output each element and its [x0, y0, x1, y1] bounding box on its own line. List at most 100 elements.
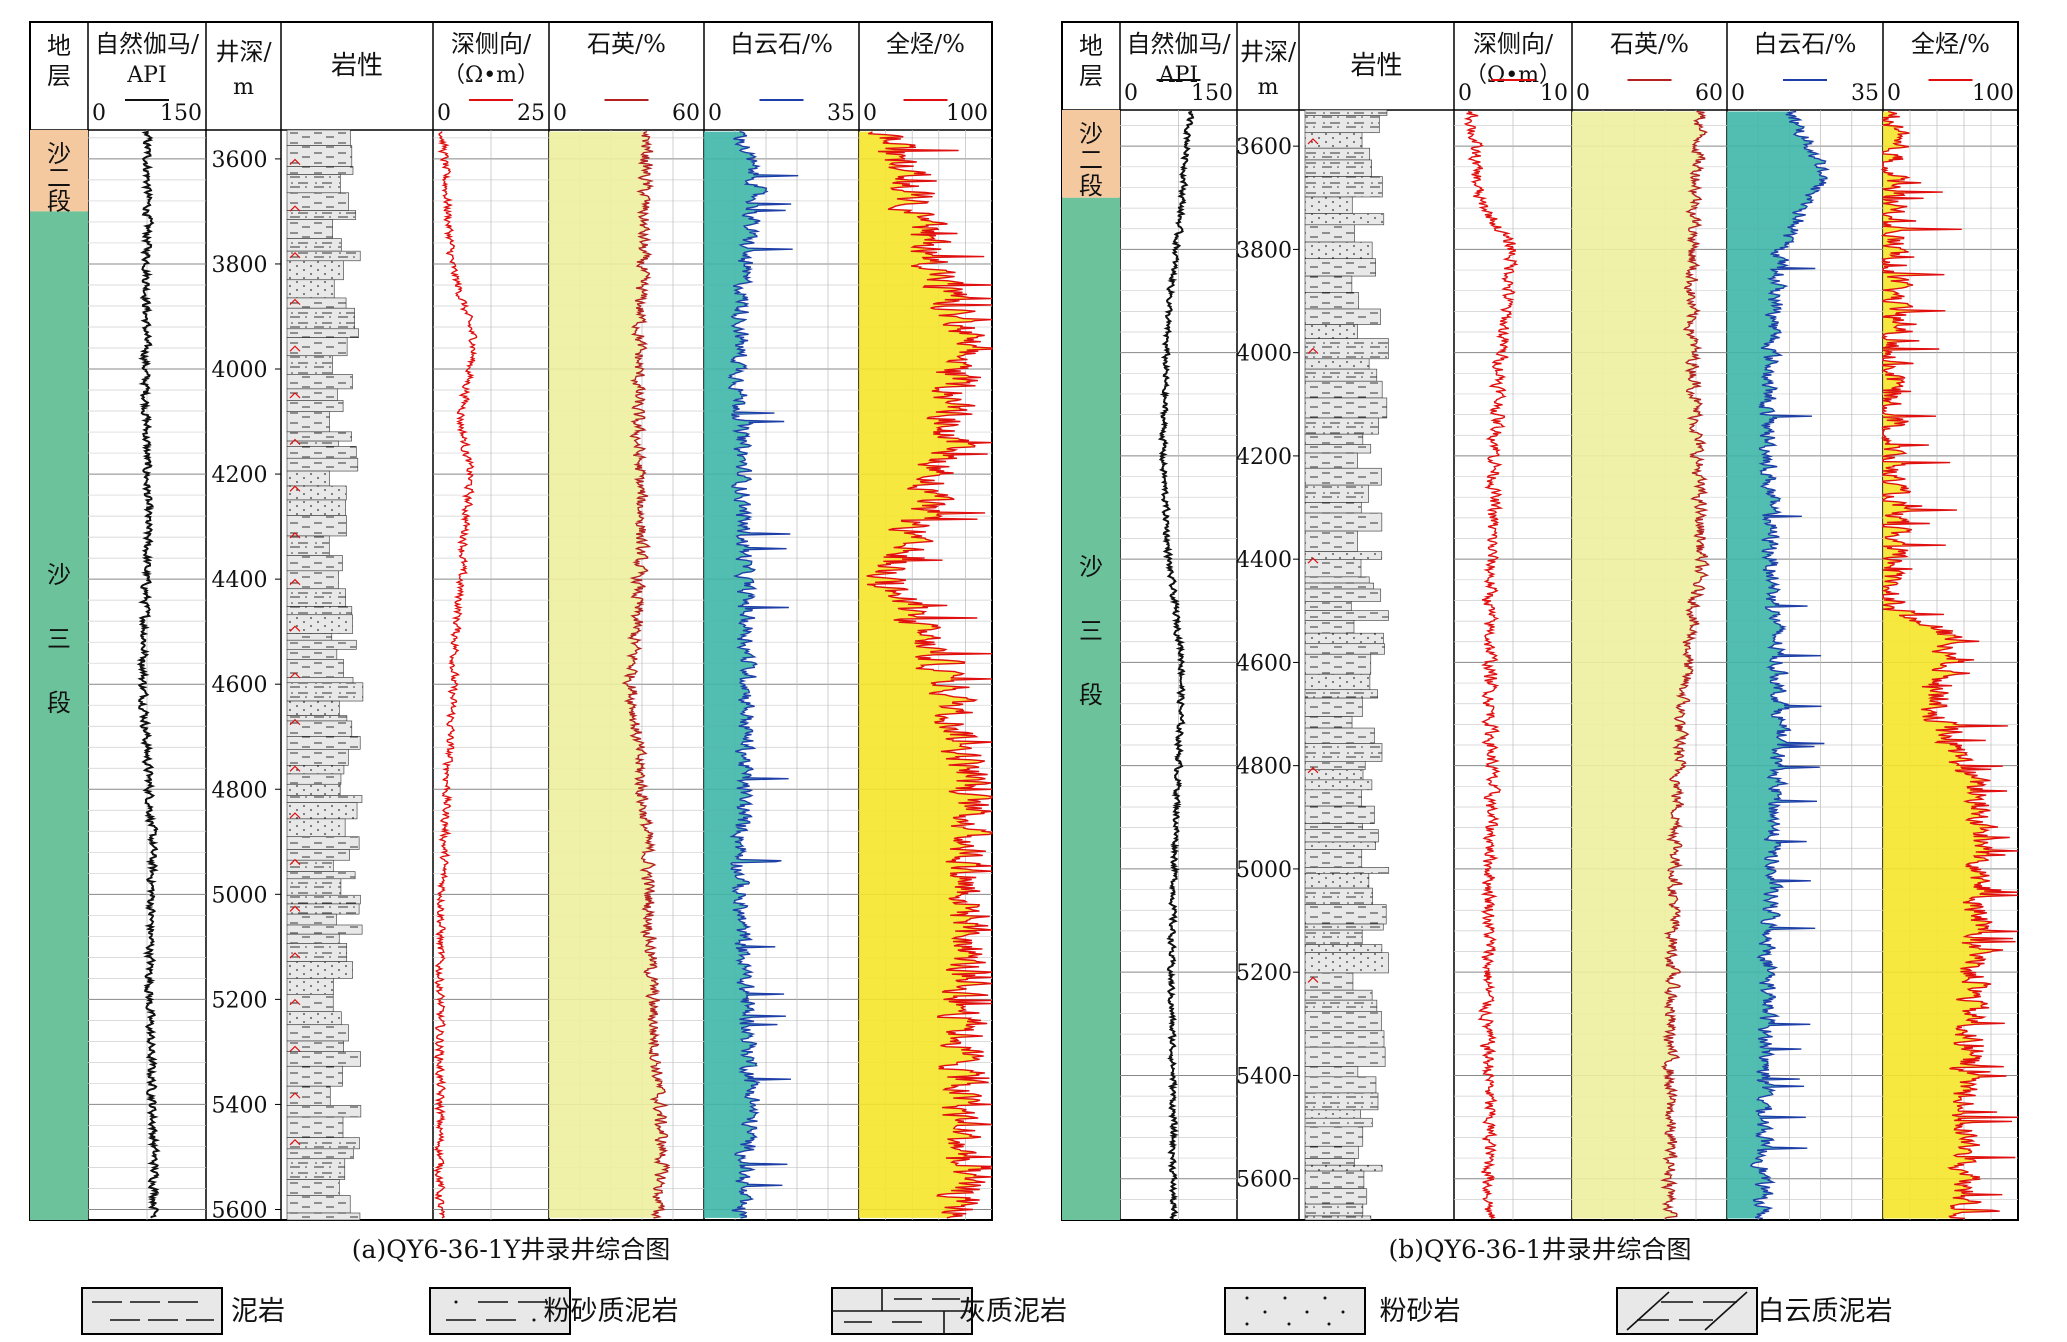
- strata-label-1-1: 三: [1079, 617, 1103, 645]
- lith-bed: [1304, 147, 1371, 161]
- lith-bed: [1304, 1109, 1361, 1119]
- lith-bed: [1304, 805, 1375, 824]
- track-subheader-rt: （Ω•m）: [443, 63, 539, 88]
- legend-swatch-silty-mudstone: [429, 1287, 571, 1335]
- track-header-tg: 全烃/%: [886, 30, 965, 58]
- track-min-gr: 0: [1124, 81, 1138, 106]
- track-rt: 深侧向/ （Ω•m） 0 25: [433, 30, 545, 1219]
- legend-swatch-siltstone: [1224, 1287, 1366, 1335]
- lith-bed: [1304, 769, 1364, 781]
- lith-bed: [1304, 1011, 1382, 1032]
- lith-bed: [286, 260, 344, 281]
- track-quartz: 石英/% 0 60: [1572, 30, 1723, 1220]
- curve-gr: [1157, 110, 1195, 1220]
- depth-tick-4800: 4800: [212, 778, 268, 803]
- lith-bed: [1304, 923, 1384, 931]
- depth-tick-4400: 4400: [1236, 548, 1292, 573]
- depth-tick-3600: 3600: [212, 148, 268, 173]
- lith-bed: [1304, 132, 1363, 149]
- lith-bed: [1304, 989, 1373, 1001]
- depth-tick-4600: 4600: [212, 673, 268, 698]
- track-max-dolomite: 35: [827, 101, 855, 126]
- panel-caption: (b)QY6-36-1井录井综合图: [1388, 1235, 1691, 1264]
- lith-bed: [1304, 823, 1363, 831]
- lith-bed: [1304, 1126, 1364, 1147]
- lithology-header: 岩性: [331, 51, 383, 81]
- lith-bed: [1304, 1066, 1359, 1078]
- strata-header-2: 层: [47, 62, 71, 90]
- depth-tick-5400: 5400: [1236, 1064, 1292, 1089]
- track-max-dolomite: 35: [1851, 81, 1879, 106]
- curve-fill-quartz: [549, 131, 669, 1218]
- lith-bed: [1304, 380, 1383, 399]
- lith-bed: [1304, 452, 1358, 469]
- lith-bed: [286, 411, 330, 433]
- strata-label-0-2: 段: [1079, 172, 1103, 200]
- lith-bed: [1304, 944, 1383, 953]
- lith-bed: [1304, 159, 1372, 177]
- strata-band-1: [30, 211, 88, 1220]
- track-gr: 自然伽马/API 0 150: [92, 30, 202, 1219]
- depth-tick-5200: 5200: [1236, 961, 1292, 986]
- curve-rt: [433, 131, 478, 1219]
- depth-unit: m: [1258, 75, 1279, 100]
- legend-label-siltstone: 粉砂岩: [1380, 1296, 1461, 1327]
- lith-bed: [286, 307, 355, 330]
- track-header-rt: 深侧向/: [1473, 30, 1554, 58]
- lith-bed: [286, 639, 357, 650]
- lith-bed: [1304, 338, 1389, 360]
- lith-bed: [1304, 275, 1353, 293]
- track-max-tg: 100: [1972, 81, 2014, 106]
- lith-bed: [286, 297, 347, 309]
- lith-bed: [286, 961, 353, 979]
- lith-bed: [1304, 929, 1363, 945]
- lith-bed: [286, 836, 360, 850]
- track-min-dolomite: 0: [1731, 81, 1745, 106]
- lith-bed: [286, 913, 337, 926]
- lith-bed: [286, 795, 363, 803]
- legend-item-calcareous-mudstone: 灰质泥岩: [831, 1287, 1067, 1335]
- track-subheader-rt: （Ω•m）: [1465, 63, 1561, 88]
- depth-unit: m: [233, 75, 254, 100]
- lith-bed: [286, 943, 348, 962]
- lith-bed: [286, 606, 353, 616]
- lith-bed: [1304, 258, 1376, 277]
- track-gr: 自然伽马/API 0 150: [1124, 30, 1233, 1220]
- lith-bed: [286, 485, 347, 501]
- lith-bed: [1304, 1158, 1355, 1166]
- lith-bed: [286, 1065, 343, 1087]
- lith-bed: [1304, 1188, 1368, 1205]
- lith-bed: [1304, 849, 1363, 868]
- track-dolomite: 白云石/% 0 35: [704, 30, 855, 1219]
- track-max-rt: 25: [517, 101, 545, 126]
- lith-bed: [1304, 397, 1388, 419]
- lith-bed: [286, 328, 359, 338]
- lith-bed: [1304, 1117, 1373, 1128]
- track-rt: 深侧向/ （Ω•m）0 10: [1458, 30, 1568, 1220]
- lith-bed: [286, 1195, 351, 1214]
- strata-band-0: [1062, 110, 1120, 198]
- depth-tick-4600: 4600: [1236, 651, 1292, 676]
- lith-bed: [1304, 1164, 1383, 1172]
- lith-bed: [1304, 972, 1354, 991]
- strata-label-1-1: 三: [47, 625, 71, 653]
- lithology-legend: 泥岩 粉砂质泥岩 灰质泥岩 粉砂岩 白云质泥岩: [81, 1287, 1893, 1335]
- strata-label-0-0: 沙: [47, 140, 71, 168]
- lith-bed: [1304, 324, 1359, 339]
- depth-tick-5000: 5000: [212, 883, 268, 908]
- depth-tick-4200: 4200: [212, 463, 268, 488]
- lith-bed: [1304, 887, 1373, 906]
- lith-bed: [1304, 308, 1381, 325]
- track-min-rt: 0: [1458, 81, 1472, 106]
- track-header-tg: 全烃/%: [1911, 30, 1990, 58]
- lith-bed: [286, 749, 349, 766]
- lith-bed: [1304, 484, 1369, 503]
- track-max-quartz: 60: [672, 101, 700, 126]
- lith-bed: [286, 773, 342, 785]
- lith-bed: [286, 535, 330, 556]
- depth-tick-5600: 5600: [212, 1198, 268, 1223]
- lith-bed: [1304, 582, 1374, 590]
- lith-bed: [1304, 653, 1372, 675]
- lith-bed: [1304, 176, 1383, 198]
- strata-label-0-2: 段: [47, 188, 71, 216]
